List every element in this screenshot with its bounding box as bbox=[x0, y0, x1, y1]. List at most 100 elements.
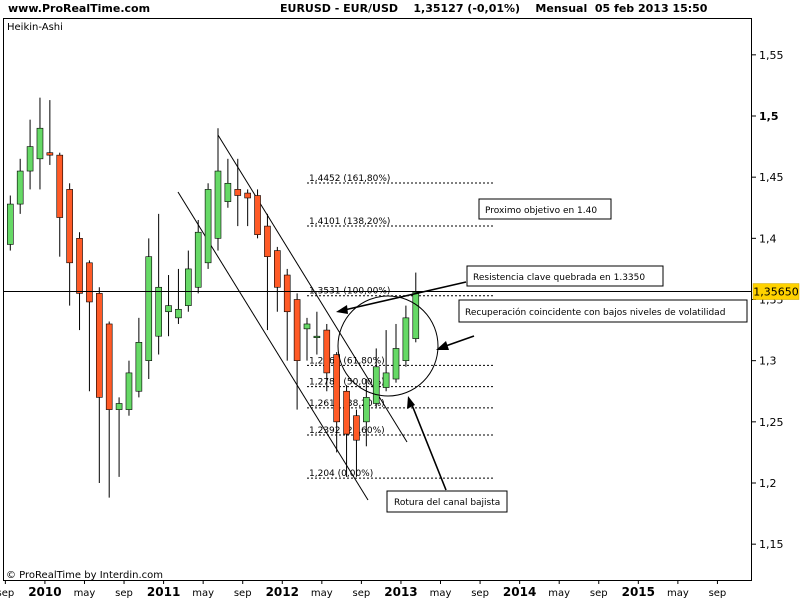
candle-body-up bbox=[303, 323, 311, 330]
x-tick-label: may bbox=[192, 588, 214, 599]
x-tick-label: 2010 bbox=[28, 585, 61, 599]
candle-body-up bbox=[7, 203, 14, 245]
candle-body-up bbox=[204, 189, 212, 264]
fib-level-label: 1,4452 (161,80%) bbox=[309, 174, 390, 184]
candle-body-up bbox=[392, 348, 400, 380]
recovery-annotation: Recuperación coincidente con bajos nivel… bbox=[465, 307, 725, 318]
symbol: EURUSD - EUR/USD bbox=[280, 2, 399, 15]
candle-body-up bbox=[372, 366, 380, 404]
candle-body-up bbox=[16, 170, 24, 205]
fib-level-label: 1,204 (0,00%) bbox=[309, 469, 373, 479]
candle-body-up bbox=[363, 397, 370, 423]
candle-body-up bbox=[26, 146, 34, 172]
candle-body-up bbox=[224, 182, 232, 202]
channel-break-box bbox=[386, 490, 508, 513]
candle-body-down bbox=[86, 262, 93, 303]
candle-body-down bbox=[343, 390, 350, 435]
candle-body-down bbox=[264, 225, 271, 257]
candle-body-down bbox=[283, 274, 291, 313]
candle-body-up bbox=[214, 170, 222, 239]
y-tick-label: 1,25 bbox=[759, 416, 784, 429]
y-tick-label: 1,2 bbox=[759, 477, 777, 490]
x-tick-label: 2013 bbox=[384, 585, 417, 599]
y-tick-label: 1,5 bbox=[759, 110, 779, 123]
candle-body-down bbox=[254, 195, 261, 235]
site-name[interactable]: www.ProRealTime.com bbox=[8, 2, 151, 15]
x-tick-label: 2015 bbox=[622, 585, 655, 599]
channel-break-annotation: Rotura del canal bajista bbox=[394, 498, 500, 508]
x-axis: sep 2010 may sep 2011 may sep 2012 may sep 2013 may… bbox=[0, 580, 726, 599]
y-tick-label: 1,3 bbox=[759, 355, 777, 368]
candle-body-up bbox=[165, 305, 172, 313]
recovery-box bbox=[458, 299, 748, 323]
candle-body-down bbox=[274, 250, 281, 288]
candle-body-down bbox=[46, 152, 54, 156]
chart-type-label: Heikin-Ashi bbox=[7, 22, 63, 33]
channel-break-arrowhead bbox=[407, 396, 415, 409]
candle-body-up bbox=[185, 268, 192, 306]
x-tick-label: 2014 bbox=[503, 585, 536, 599]
resistance-arrowhead bbox=[336, 305, 348, 314]
candle-body-down bbox=[105, 323, 113, 410]
bearish-channel bbox=[177, 134, 408, 501]
candle-body-up bbox=[313, 335, 321, 339]
highlight-circle bbox=[337, 295, 439, 397]
y-tick-label: 1,4 bbox=[759, 232, 777, 245]
x-tick-label: sep bbox=[353, 588, 371, 599]
candle-body-down bbox=[76, 238, 83, 294]
x-tick-label: may bbox=[430, 588, 452, 599]
resistance-annotation: Resistencia clave quebrada en 1.3350 bbox=[473, 273, 645, 283]
price-tag-label: 1,35650 bbox=[753, 286, 799, 299]
candle-body-down bbox=[234, 189, 242, 196]
candle-body-down bbox=[66, 189, 73, 264]
price-tag-background bbox=[752, 283, 800, 300]
resistance-box bbox=[466, 265, 664, 287]
y-axis: 1,151,21,251,31,351,41,451,51,55 bbox=[751, 49, 784, 551]
quote: 1,35127 (-0,01%) bbox=[413, 2, 521, 15]
candle-body-up bbox=[175, 308, 182, 319]
candle-body-down bbox=[333, 354, 340, 423]
candle-body-up bbox=[194, 231, 202, 288]
candle-body-up bbox=[36, 127, 44, 160]
x-tick-label: may bbox=[74, 588, 96, 599]
title-bar: www.ProRealTime.com EURUSD - EUR/USD 1,3… bbox=[0, 0, 800, 18]
x-tick-label: 2011 bbox=[147, 585, 180, 599]
candle-body-down bbox=[353, 415, 360, 441]
x-tick-label: 2012 bbox=[266, 585, 299, 599]
y-tick-label: 1,55 bbox=[759, 49, 784, 62]
x-tick-label: sep bbox=[471, 588, 489, 599]
candle-body-up bbox=[125, 372, 133, 410]
x-tick-label: sep bbox=[0, 588, 14, 599]
resistance-arrow bbox=[339, 281, 467, 312]
candle-body-down bbox=[293, 299, 301, 361]
x-tick-label: sep bbox=[115, 588, 133, 599]
candles bbox=[7, 97, 420, 498]
candle-body-up bbox=[402, 317, 410, 361]
fib-level-label: 1,2788 (50,00%) bbox=[309, 378, 385, 388]
y-tick-label: 1,15 bbox=[759, 538, 784, 551]
x-tick-label: sep bbox=[709, 588, 727, 599]
candle-body-down bbox=[244, 192, 251, 199]
annotations: Proximo objetivo en 1.40 Resistencia cla… bbox=[336, 198, 748, 513]
footer-credit: © ProRealTime by Interdin.com bbox=[6, 570, 163, 581]
fib-level-label: 1,2962 (61,80%) bbox=[309, 356, 385, 366]
candle-body-up bbox=[155, 286, 162, 337]
current-price-tag: 1,35650 bbox=[752, 283, 800, 300]
x-tick-label: may bbox=[667, 588, 689, 599]
x-tick-label: sep bbox=[234, 588, 252, 599]
target-box bbox=[478, 198, 612, 220]
candle-body-up bbox=[382, 372, 390, 388]
recovery-arrowhead bbox=[436, 341, 449, 350]
candle-body-up bbox=[135, 342, 143, 392]
y-tick-label: 1,45 bbox=[759, 171, 784, 184]
candle-body-down bbox=[96, 293, 103, 398]
candle-body-up bbox=[115, 403, 123, 410]
candle-body-down bbox=[323, 329, 331, 374]
candle-body-up bbox=[412, 291, 420, 339]
candle-body-up bbox=[145, 256, 153, 361]
instrument-info: EURUSD - EUR/USD 1,35127 (-0,01%) Mensua… bbox=[280, 2, 707, 15]
target-annotation: Proximo objetivo en 1.40 bbox=[485, 206, 597, 216]
x-tick-label: may bbox=[311, 588, 333, 599]
fibonacci-levels: 1,4452 (161,80%)1,4101 (138,20%)1,3531 (… bbox=[307, 174, 495, 479]
